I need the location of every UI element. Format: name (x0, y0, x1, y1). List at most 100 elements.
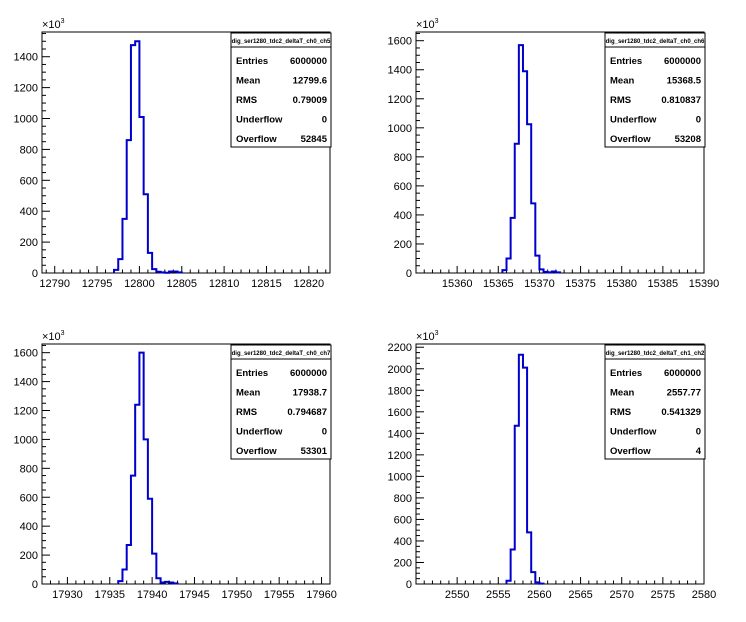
histogram-bin (152, 269, 156, 273)
histogram-bin (161, 272, 165, 273)
histogram-bin (556, 272, 560, 273)
stats-row-label: RMS (610, 95, 631, 106)
histogram-bin (515, 426, 519, 584)
stats-row-label: Overflow (236, 134, 277, 145)
y-tick-label: 1000 (14, 434, 38, 446)
histogram-panel: 17930 17935 17940 17945 17950 17955 17960 0 200 4… (14, 330, 337, 601)
histogram-panel: 12790 12795 12800 12805 12810 12815 12820 0 200 4… (14, 18, 332, 290)
y-tick-label: 600 (20, 492, 38, 504)
stats-row-label: Entries (236, 56, 268, 67)
y-tick-label: 200 (394, 557, 412, 569)
x-tick-label: 2570 (609, 589, 633, 601)
histogram-bin (122, 219, 126, 273)
stats-row-label: Mean (610, 388, 634, 399)
stats-row-label: RMS (610, 407, 631, 418)
histogram-bin (519, 355, 523, 584)
x-tick-label: 2575 (651, 589, 675, 601)
x-tick-label: 2560 (527, 589, 551, 601)
stats-row-value: 6000000 (290, 56, 327, 67)
histogram-bin (531, 203, 535, 273)
histogram-bin (523, 368, 527, 584)
plot-frame (41, 31, 331, 274)
y-tick-label: 1600 (14, 348, 38, 360)
y-tick-label: 600 (394, 181, 412, 193)
histogram-bin (544, 272, 548, 273)
histogram-panel: 15360 15365 15370 15375 15380 15385 15390 0 200 4… (388, 18, 720, 290)
stats-row-value: 0.79009 (293, 95, 327, 106)
stats-row-value: 0.541329 (661, 407, 701, 418)
histogram-bin (118, 581, 122, 584)
y-tick-label: 1200 (14, 406, 38, 418)
stats-box-frame (604, 32, 706, 148)
y-exponent-label: ×103 (416, 18, 439, 31)
x-tick-label: 2580 (692, 589, 716, 601)
x-tick-label: 17945 (179, 589, 210, 601)
y-tick-label: 200 (394, 239, 412, 251)
histogram-bin (131, 45, 135, 273)
histogram-bin (548, 272, 552, 273)
histogram-bin (173, 583, 177, 584)
histogram-bin (527, 124, 531, 273)
x-tick-label: 12810 (209, 278, 240, 290)
histogram-bin (122, 570, 126, 584)
stats-box-frame (230, 344, 332, 460)
y-tick-label: 600 (20, 175, 38, 187)
stats-row-value: 53208 (675, 134, 701, 145)
histogram-bin (507, 258, 511, 273)
histogram-bin (135, 405, 139, 584)
stats-row-label: Entries (236, 368, 268, 379)
stats-row-value: 6000000 (664, 368, 701, 379)
y-tick-label: 400 (394, 210, 412, 222)
y-tick-label: 200 (20, 550, 38, 562)
stats-row-label: Overflow (236, 446, 277, 457)
histogram-bin (135, 41, 139, 273)
histogram-bin (144, 194, 148, 273)
plot-frame (415, 343, 705, 585)
y-tick-label: 1400 (14, 52, 38, 64)
x-tick-label: 15385 (648, 278, 679, 290)
stats-row-value: 52845 (301, 134, 328, 145)
histogram-bin (169, 271, 173, 273)
y-tick-label: 800 (20, 463, 38, 475)
y-tick-label: 200 (20, 237, 38, 249)
stats-row-label: Underflow (236, 115, 283, 126)
stats-row-label: Mean (236, 76, 260, 87)
y-tick-label: 1000 (388, 123, 412, 135)
y-tick-label: 1200 (388, 450, 412, 462)
y-tick-label: 0 (406, 268, 412, 280)
histogram-bin (165, 582, 169, 584)
histogram-bin (178, 272, 182, 273)
y-exponent-label: ×103 (42, 18, 65, 31)
y-tick-label: 1400 (14, 377, 38, 389)
stats-row-value: 2557.77 (667, 388, 701, 399)
stats-box: dig_ser1280_tdc2_deltaT_ch1_ch2 Entries 60… (604, 344, 706, 460)
histogram-bin (156, 578, 160, 584)
stats-row-value: 0 (696, 115, 701, 126)
histogram-bin (507, 581, 511, 584)
histogram-bin (118, 259, 122, 273)
histogram-bin (502, 270, 506, 273)
histogram-bin (148, 253, 152, 273)
x-tick-label: 17960 (306, 589, 337, 601)
x-tick-label: 12815 (251, 278, 282, 290)
y-tick-label: 800 (394, 493, 412, 505)
stats-row-label: Overflow (610, 446, 651, 457)
stats-row-value: 0 (696, 427, 701, 438)
x-tick-label: 15370 (524, 278, 555, 290)
histogram-bin (523, 71, 527, 273)
histogram-bin (144, 439, 148, 584)
stats-row-value: 6000000 (664, 56, 701, 67)
histogram-series-line (505, 353, 545, 585)
y-tick-label: 2000 (388, 364, 412, 376)
stats-row-value: 0 (322, 427, 327, 438)
x-tick-label: 17950 (222, 589, 253, 601)
stats-row-value: 53301 (301, 446, 328, 457)
histogram-series-line (113, 40, 183, 274)
histogram-bin (131, 476, 135, 584)
x-tick-label: 12820 (294, 278, 325, 290)
x-tick-label: 2555 (486, 589, 510, 601)
histogram-panel: 2550 2555 2560 2565 2570 2575 2580 0 200 400 600 80… (388, 330, 717, 601)
y-tick-label: 0 (32, 268, 38, 280)
stats-row-value: 6000000 (290, 368, 327, 379)
